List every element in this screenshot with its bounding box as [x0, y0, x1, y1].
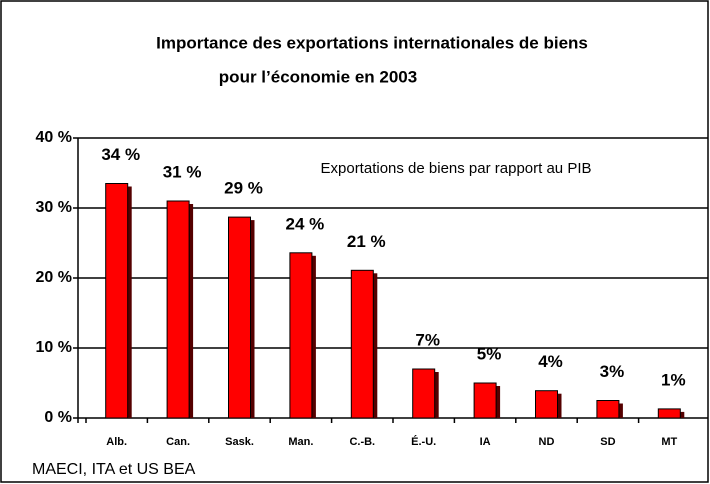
bar — [412, 368, 436, 419]
bar — [350, 269, 374, 419]
bar — [657, 408, 681, 419]
bar — [105, 183, 129, 419]
x-tick-label: Man. — [288, 436, 313, 448]
x-tick-label: ND — [539, 436, 555, 448]
value-label: 4% — [538, 352, 563, 371]
bar — [535, 390, 558, 419]
chart-title: Importance des exportations internationa… — [156, 33, 588, 52]
value-label: 5% — [477, 344, 502, 363]
y-tick-label: 0 % — [44, 409, 72, 426]
value-label: 34 % — [101, 145, 140, 164]
bar — [166, 200, 190, 419]
bar — [289, 252, 313, 419]
value-label: 3% — [600, 362, 625, 381]
value-label: 21 % — [347, 232, 386, 251]
bar — [596, 400, 620, 419]
y-tick-label: 40 % — [36, 129, 72, 146]
value-label: 24 % — [286, 214, 325, 233]
value-label: 29 % — [224, 179, 263, 198]
source: MAECI, ITA et US BEA — [32, 461, 196, 478]
x-tick-label: MT — [661, 436, 677, 448]
bar — [228, 216, 251, 419]
x-tick-label: Sask. — [225, 436, 254, 448]
x-tick-label: Alb. — [106, 436, 127, 448]
x-tick-label: IA — [480, 436, 491, 448]
chart-title: pour l’économie en 2003 — [219, 67, 417, 86]
x-tick-label: É.-U. — [411, 435, 436, 448]
x-tick-label: SD — [600, 436, 615, 448]
value-label: 7% — [415, 330, 440, 349]
value-label: 1% — [661, 370, 686, 389]
y-tick-label: 10 % — [36, 339, 72, 356]
annotation: Exportations de biens par rapport au PIB — [321, 160, 592, 177]
x-tick-label: Can. — [166, 436, 190, 448]
y-tick-label: 30 % — [36, 199, 72, 216]
x-tick-label: C.-B. — [349, 436, 375, 448]
bar — [473, 382, 497, 419]
value-label: 31 % — [163, 162, 202, 181]
y-tick-label: 20 % — [36, 269, 72, 286]
